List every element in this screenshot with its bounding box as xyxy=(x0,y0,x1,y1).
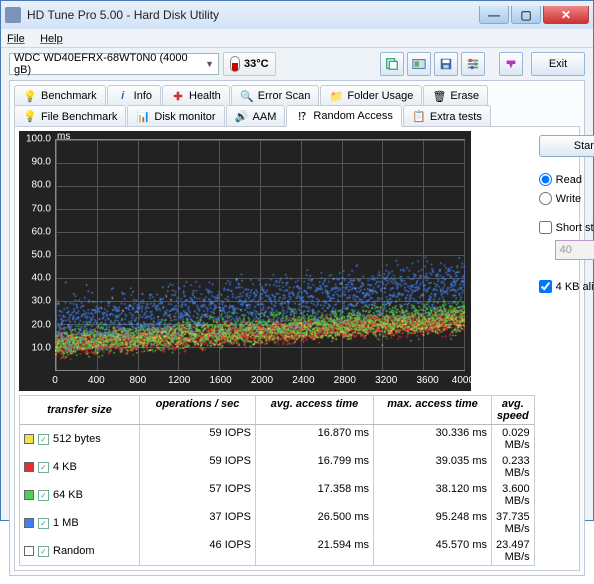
app-window: HD Tune Pro 5.00 - Hard Disk Utility — ▢… xyxy=(0,0,594,521)
file-bulb-icon: 💡 xyxy=(23,110,37,124)
menubar: File Help xyxy=(1,29,593,48)
stroke-number[interactable]: 40 xyxy=(555,240,594,260)
table-row: ✓Random46 IOPS21.594 ms45.570 ms23.497 M… xyxy=(20,537,534,565)
results-table: transfer size operations / sec avg. acce… xyxy=(19,395,535,566)
tab-extra-tests[interactable]: 📋Extra tests xyxy=(403,105,491,127)
speaker-icon: 🔊 xyxy=(235,110,249,124)
row-checkbox[interactable]: ✓ xyxy=(38,546,49,557)
tab-erase[interactable]: 🗑Erase xyxy=(423,85,488,106)
tab-container: 💡Benchmark iInfo ✚Health 🔍Error Scan 📁Fo… xyxy=(9,80,585,576)
row-checkbox[interactable]: ✓ xyxy=(38,518,49,529)
info-icon: i xyxy=(116,89,130,103)
minimize-button[interactable]: — xyxy=(479,6,509,24)
random-icon: ⁉ xyxy=(295,109,309,123)
scatter-chart: ms 100.090.080.070.060.050.040.030.020.0… xyxy=(19,131,471,391)
tab-info[interactable]: iInfo xyxy=(107,85,161,106)
tab-aam[interactable]: 🔊AAM xyxy=(226,105,286,127)
window-title: HD Tune Pro 5.00 - Hard Disk Utility xyxy=(27,8,477,22)
tab-disk-monitor[interactable]: 📊Disk monitor xyxy=(127,105,224,127)
screenshot-button[interactable] xyxy=(407,52,431,76)
align-checkbox[interactable]: 4 KB align xyxy=(539,280,594,293)
app-icon xyxy=(5,7,21,23)
drive-label: WDC WD40EFRX-68WT0N0 (4000 gB) xyxy=(14,52,205,76)
drive-selector[interactable]: WDC WD40EFRX-68WT0N0 (4000 gB) ▼ xyxy=(9,53,219,75)
menu-file[interactable]: File xyxy=(7,33,25,45)
titlebar[interactable]: HD Tune Pro 5.00 - Hard Disk Utility — ▢… xyxy=(1,1,593,29)
menu-help[interactable]: Help xyxy=(40,33,63,45)
chart-canvas xyxy=(55,139,465,371)
maximize-button[interactable]: ▢ xyxy=(511,6,541,24)
tab-folder-usage[interactable]: 📁Folder Usage xyxy=(320,85,422,106)
side-controls: Start Read Write Short stroke 40 ▲▼ gB 4… xyxy=(539,131,594,566)
short-stroke-checkbox[interactable]: Short stroke xyxy=(539,221,594,234)
write-radio[interactable]: Write xyxy=(539,192,594,205)
header-avg-access: avg. access time xyxy=(256,396,374,424)
save-button[interactable] xyxy=(434,52,458,76)
start-button[interactable]: Start xyxy=(539,135,594,157)
row-checkbox[interactable]: ✓ xyxy=(38,462,49,473)
options-button[interactable] xyxy=(461,52,485,76)
stroke-value-input: 40 ▲▼ gB xyxy=(555,240,594,260)
temperature-display: 33°C xyxy=(223,52,276,76)
table-row: ✓512 bytes59 IOPS16.870 ms30.336 ms0.029… xyxy=(20,425,534,453)
tab-random-access[interactable]: ⁉Random Access xyxy=(286,105,401,127)
table-row: ✓1 MB37 IOPS26.500 ms95.248 ms37.735 MB/… xyxy=(20,509,534,537)
tab-file-benchmark[interactable]: 💡File Benchmark xyxy=(14,105,126,127)
folder-icon: 📁 xyxy=(329,89,343,103)
header-max-access: max. access time xyxy=(374,396,492,424)
health-icon: ✚ xyxy=(171,89,185,103)
copy-info-button[interactable] xyxy=(380,52,404,76)
trash-icon: 🗑 xyxy=(432,89,446,103)
exit-button[interactable]: Exit xyxy=(531,52,585,76)
dropdown-arrow-icon: ▼ xyxy=(205,59,214,69)
row-checkbox[interactable]: ✓ xyxy=(38,490,49,501)
tab-benchmark[interactable]: 💡Benchmark xyxy=(14,85,106,106)
random-access-panel: ms 100.090.080.070.060.050.040.030.020.0… xyxy=(14,126,580,571)
toolbar: WDC WD40EFRX-68WT0N0 (4000 gB) ▼ 33°C Ex… xyxy=(9,52,585,76)
magnifier-icon: 🔍 xyxy=(240,89,254,103)
bulb-icon: 💡 xyxy=(23,89,37,103)
tab-error-scan[interactable]: 🔍Error Scan xyxy=(231,85,320,106)
monitor-icon: 📊 xyxy=(136,110,150,124)
header-transfer-size: transfer size xyxy=(20,396,140,424)
table-row: ✓4 KB59 IOPS16.799 ms39.035 ms0.233 MB/s xyxy=(20,453,534,481)
close-button[interactable]: ✕ xyxy=(543,6,589,24)
thermometer-icon xyxy=(230,56,240,72)
down-arrow-button[interactable] xyxy=(499,52,523,76)
tab-health[interactable]: ✚Health xyxy=(162,85,230,106)
header-ops: operations / sec xyxy=(140,396,256,424)
row-checkbox[interactable]: ✓ xyxy=(38,434,49,445)
read-radio[interactable]: Read xyxy=(539,173,594,186)
header-avg-speed: avg. speed xyxy=(492,396,534,424)
temperature-value: 33°C xyxy=(244,58,269,70)
clipboard-icon: 📋 xyxy=(412,110,426,124)
table-row: ✓64 KB57 IOPS17.358 ms38.120 ms3.600 MB/… xyxy=(20,481,534,509)
